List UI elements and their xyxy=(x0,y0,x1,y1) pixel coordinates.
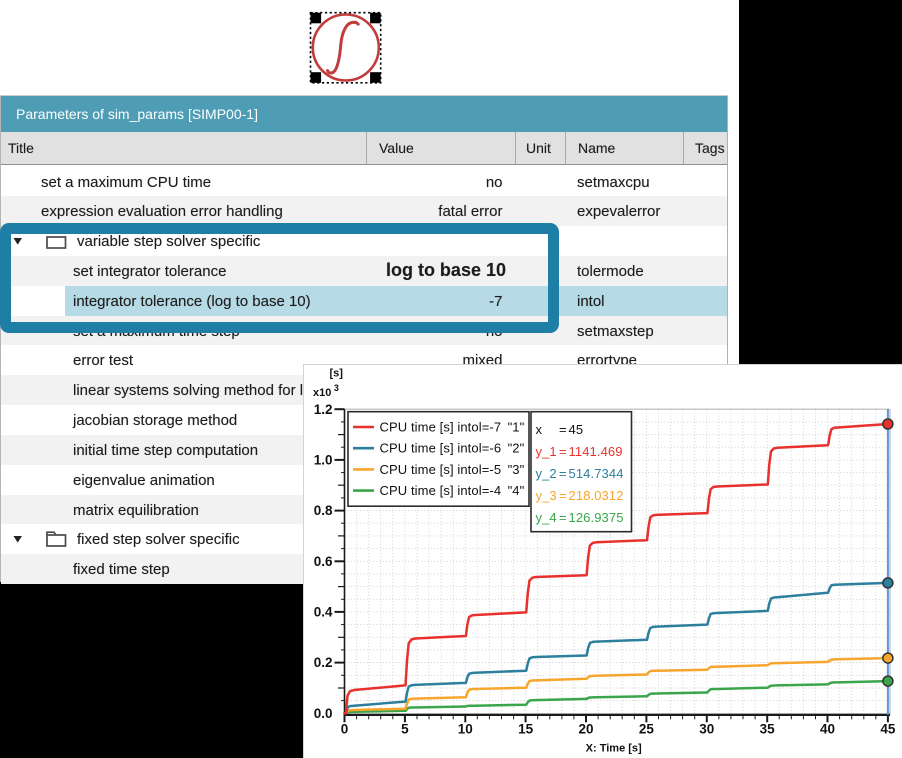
svg-text:35: 35 xyxy=(760,722,776,737)
svg-text:y_4: y_4 xyxy=(536,510,557,525)
svg-text:5: 5 xyxy=(401,722,409,737)
svg-text:40: 40 xyxy=(820,722,835,737)
svg-text:=: = xyxy=(559,422,567,437)
svg-text:0.8: 0.8 xyxy=(314,503,333,518)
svg-text:45: 45 xyxy=(569,422,584,437)
svg-text:20: 20 xyxy=(578,722,593,737)
svg-text:CPU time [s] intol=-6 "2": CPU time [s] intol=-6 "2" xyxy=(380,441,525,456)
svg-text:10: 10 xyxy=(458,722,473,737)
svg-text:=: = xyxy=(559,466,567,481)
svg-text:514.7344: 514.7344 xyxy=(569,466,624,481)
svg-text:25: 25 xyxy=(639,722,655,737)
svg-text:0: 0 xyxy=(341,722,349,737)
svg-text:126.9375: 126.9375 xyxy=(569,510,624,525)
svg-text:0.4: 0.4 xyxy=(314,605,333,620)
svg-text:y_2: y_2 xyxy=(536,466,557,481)
svg-text:x: x xyxy=(536,422,543,437)
svg-text:CPU time [s] intol=-4 "4": CPU time [s] intol=-4 "4" xyxy=(380,483,525,498)
svg-text:=: = xyxy=(559,444,567,459)
svg-text:X: Time [s]: X: Time [s] xyxy=(586,743,642,755)
svg-text:CPU time [s] intol=-7 "1": CPU time [s] intol=-7 "1" xyxy=(380,419,525,434)
svg-text:218.0312: 218.0312 xyxy=(569,488,624,503)
svg-text:45: 45 xyxy=(880,722,896,737)
svg-text:y_1: y_1 xyxy=(536,444,557,459)
svg-text:1.2: 1.2 xyxy=(314,402,333,417)
svg-text:[s]: [s] xyxy=(330,368,344,380)
svg-text:15: 15 xyxy=(518,722,534,737)
svg-text:0.2: 0.2 xyxy=(314,655,333,670)
svg-text:0.6: 0.6 xyxy=(314,554,333,569)
svg-text:y_3: y_3 xyxy=(536,488,557,503)
svg-text:=: = xyxy=(559,488,567,503)
svg-text:=: = xyxy=(559,510,567,525)
svg-text:0.0: 0.0 xyxy=(314,706,333,721)
svg-text:1141.469: 1141.469 xyxy=(569,444,623,459)
svg-text:30: 30 xyxy=(699,722,714,737)
svg-text:1.0: 1.0 xyxy=(314,453,333,468)
svg-text:CPU time [s] intol=-5 "3": CPU time [s] intol=-5 "3" xyxy=(380,462,525,477)
